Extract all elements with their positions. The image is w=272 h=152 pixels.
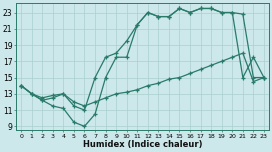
X-axis label: Humidex (Indice chaleur): Humidex (Indice chaleur) (83, 140, 202, 149)
